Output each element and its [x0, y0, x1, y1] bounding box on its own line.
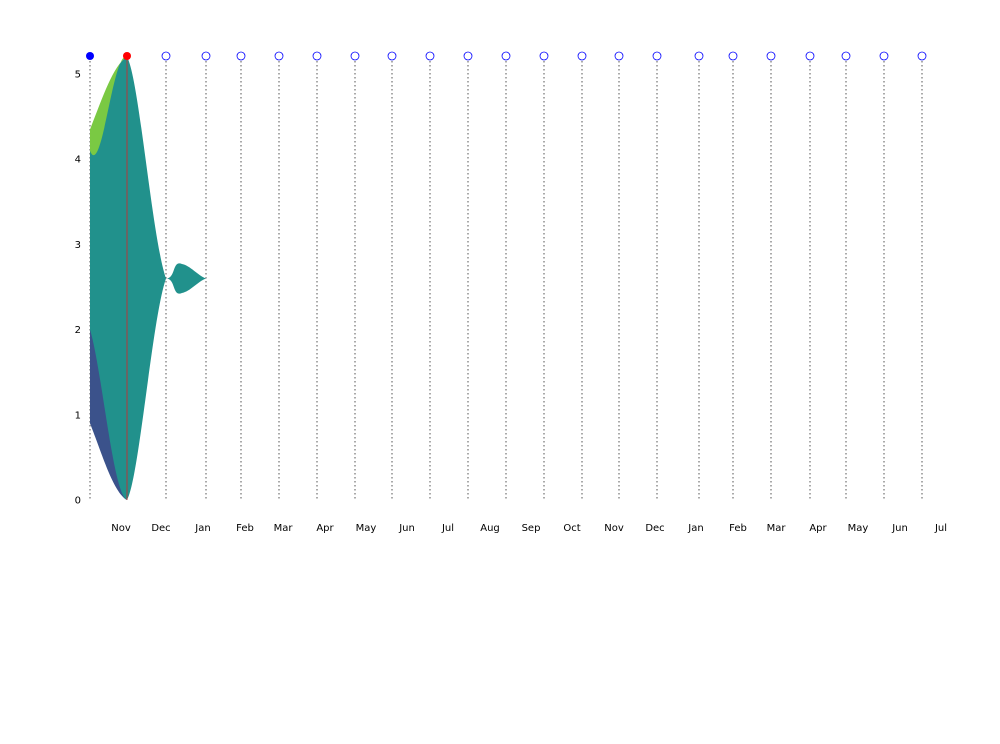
timeline-marker-future[interactable]: [501, 51, 511, 61]
y-tick-label: 0: [75, 496, 81, 507]
x-tick-label: Oct: [563, 523, 580, 534]
timeline-markers: [86, 51, 927, 61]
x-tick-label: Nov: [604, 523, 624, 534]
timeline-marker-future[interactable]: [728, 51, 738, 61]
x-tick-label: Jun: [891, 523, 908, 534]
x-axis-ticks: Nov Dec Jan Feb Mar Apr May Jun Jul Aug Sep Oct Nov D…: [111, 523, 947, 534]
area-series-teal: [90, 57, 166, 500]
x-tick-label: Dec: [151, 523, 170, 534]
x-tick-label: Sep: [522, 523, 541, 534]
timeline-marker-future[interactable]: [201, 51, 211, 61]
timeline-marker-future[interactable]: [652, 51, 662, 61]
x-tick-label: Aug: [480, 523, 500, 534]
timeline-marker-future[interactable]: [274, 51, 284, 61]
timeline-marker-future[interactable]: [766, 51, 776, 61]
x-tick-label: Nov: [111, 523, 131, 534]
x-tick-label: May: [356, 523, 377, 534]
x-tick-label: May: [848, 523, 869, 534]
timeline-marker-future[interactable]: [917, 51, 927, 61]
y-tick-label: 1: [75, 410, 81, 421]
timeline-marker-future[interactable]: [387, 51, 397, 61]
x-tick-label: Jan: [687, 523, 703, 534]
x-tick-label: Jun: [398, 523, 415, 534]
x-tick-label: Mar: [274, 523, 294, 534]
y-axis-ticks: 0 1 2 3 4 5: [75, 70, 81, 507]
timeline-marker-future[interactable]: [161, 51, 171, 61]
area-series-green: [90, 56, 127, 156]
timeline-marker-future[interactable]: [577, 51, 587, 61]
timeline-marker-future[interactable]: [236, 51, 246, 61]
y-tick-label: 4: [75, 155, 81, 166]
timeline-marker-past[interactable]: [86, 52, 94, 60]
x-tick-label: Feb: [729, 523, 747, 534]
x-tick-label: Apr: [809, 523, 827, 534]
timeline-marker-future[interactable]: [805, 51, 815, 61]
timeline-marker-future[interactable]: [614, 51, 624, 61]
x-tick-label: Jan: [194, 523, 210, 534]
stream-areas: [90, 56, 206, 500]
y-tick-label: 5: [75, 70, 81, 81]
timeline-marker-future[interactable]: [879, 51, 889, 61]
x-tick-label: Mar: [767, 523, 787, 534]
timeline-marker-future[interactable]: [425, 51, 435, 61]
y-tick-label: 2: [75, 325, 81, 336]
x-tick-label: Feb: [236, 523, 254, 534]
x-tick-label: Jul: [934, 523, 947, 534]
timeline-marker-current[interactable]: [123, 52, 131, 60]
grid-lines: [89, 61, 923, 500]
y-tick-label: 3: [75, 240, 81, 251]
timeline-marker-future[interactable]: [350, 51, 360, 61]
x-tick-label: Apr: [316, 523, 334, 534]
timeline-marker-future[interactable]: [463, 51, 473, 61]
x-tick-label: Dec: [645, 523, 664, 534]
timeline-marker-future[interactable]: [694, 51, 704, 61]
timeline-marker-future[interactable]: [312, 51, 322, 61]
x-tick-label: Jul: [441, 523, 454, 534]
timeline-marker-future[interactable]: [539, 51, 549, 61]
timeline-marker-future[interactable]: [841, 51, 851, 61]
area-series-teal-bubble: [166, 263, 206, 294]
